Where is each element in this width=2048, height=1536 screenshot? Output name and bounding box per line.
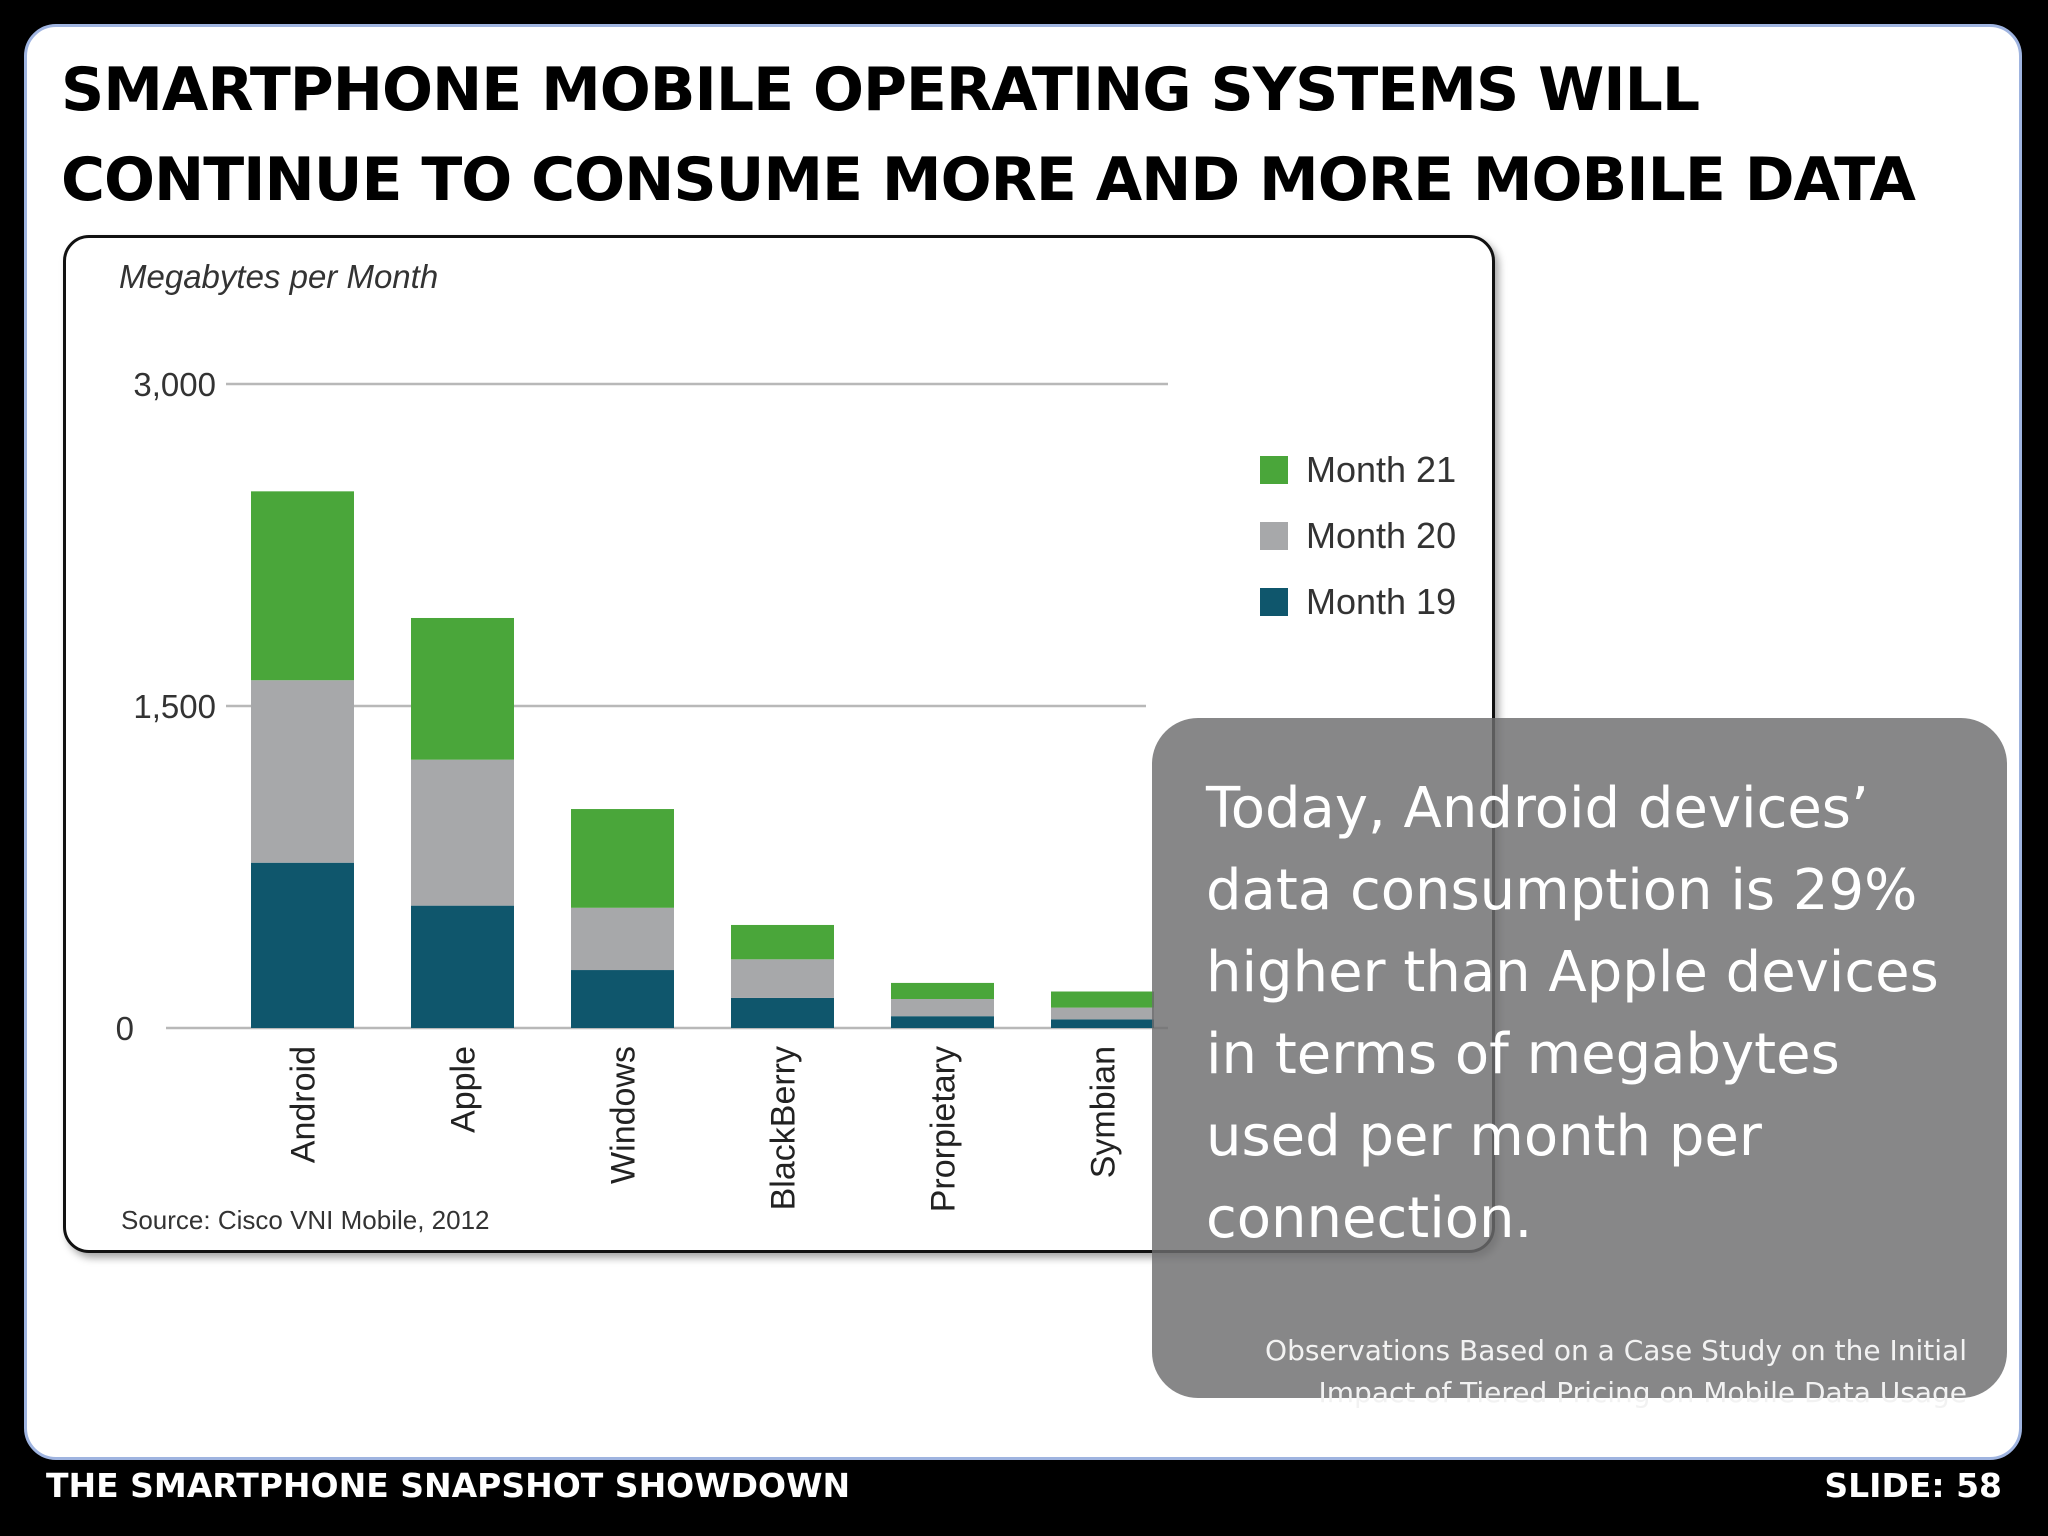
bar-segment [251, 491, 354, 681]
callout-text: Today, Android devices’ data consumption… [1206, 776, 1939, 1251]
bar-segment [891, 999, 994, 1017]
legend-swatch [1260, 522, 1288, 550]
bar-segment [891, 982, 994, 1000]
legend-label: Month 20 [1306, 515, 1456, 556]
bar-segment [891, 1016, 994, 1028]
slide-number: SLIDE: 58 [1824, 1466, 2002, 1505]
chart-source: Source: Cisco VNI Mobile, 2012 [121, 1205, 490, 1235]
bar-segment [571, 970, 674, 1028]
callout-note-line-1: Observations Based on a Case Study on th… [1265, 1334, 1967, 1367]
x-tick-label: Android [285, 1046, 323, 1163]
callout-box: Today, Android devices’ data consumption… [1152, 718, 2007, 1409]
bar-segment [1051, 1019, 1154, 1028]
callout-note: Observations Based on a Case Study on th… [1206, 1330, 1967, 1414]
y-axis-label: Megabytes per Month [119, 258, 438, 295]
bar-segment [1051, 1007, 1154, 1020]
bar-chart: Megabytes per Month 0 1,500 3,000 Android App… [116, 258, 1456, 1235]
callout-note-line-2: Impact of Tiered Pricing on Mobile Data … [1318, 1376, 1967, 1409]
bar-segment [411, 759, 514, 906]
slide-title: SMARTPHONE MOBILE OPERATING SYSTEMS WILL… [61, 45, 1961, 225]
slide-title-line-2: CONTINUE TO CONSUME MORE AND MORE MOBILE… [61, 145, 1916, 215]
legend-label: Month 19 [1306, 581, 1456, 622]
y-tick-label: 3,000 [133, 366, 216, 403]
footer-title: THE SMARTPHONE SNAPSHOT SHOWDOWN [46, 1466, 851, 1505]
bar-segment [251, 680, 354, 863]
y-tick-label: 1,500 [133, 688, 216, 725]
x-tick-label: Prorpietary [925, 1046, 963, 1212]
legend: Month 21 Month 20 Month 19 [1260, 449, 1456, 622]
bar-segment [1051, 991, 1154, 1008]
bar-segment [571, 809, 674, 908]
x-tick-label: Symbian [1085, 1046, 1123, 1178]
y-tick-label: 0 [116, 1010, 134, 1047]
x-tick-label: Apple [445, 1046, 483, 1133]
legend-label: Month 21 [1306, 449, 1456, 490]
slide-title-line-1: SMARTPHONE MOBILE OPERATING SYSTEMS WILL [61, 55, 1700, 125]
bar-segment [411, 617, 514, 760]
legend-swatch [1260, 588, 1288, 616]
x-tick-label: BlackBerry [765, 1046, 803, 1210]
bar-segment [731, 924, 834, 960]
bars [251, 491, 1154, 1028]
bar-segment [571, 907, 674, 971]
bar-segment [251, 862, 354, 1028]
axis-labels: Megabytes per Month 0 1,500 3,000 Android App… [116, 258, 1123, 1235]
bar-segment [731, 959, 834, 998]
bar-segment [411, 905, 514, 1028]
x-tick-label: Windows [605, 1046, 643, 1184]
legend-swatch [1260, 456, 1288, 484]
bar-segment [731, 997, 834, 1028]
